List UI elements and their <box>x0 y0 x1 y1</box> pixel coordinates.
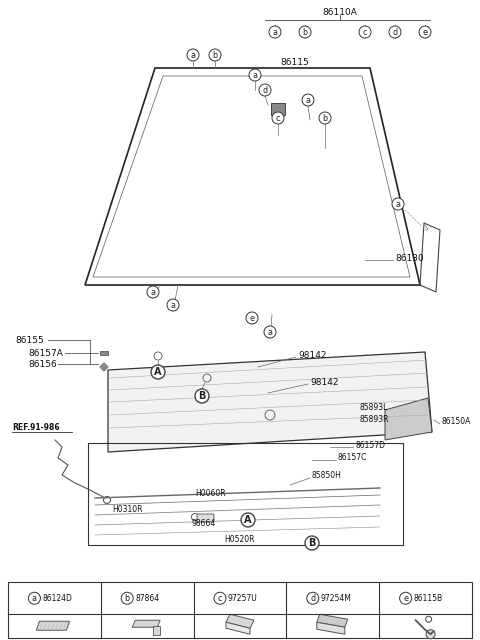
Circle shape <box>272 112 284 124</box>
FancyBboxPatch shape <box>100 351 108 355</box>
FancyBboxPatch shape <box>271 103 285 115</box>
Text: a: a <box>267 328 273 337</box>
Text: 85850H: 85850H <box>312 472 342 481</box>
Circle shape <box>305 536 319 550</box>
Text: B: B <box>198 391 206 401</box>
Text: a: a <box>252 70 257 79</box>
Text: 85893L: 85893L <box>360 403 388 413</box>
Circle shape <box>259 84 271 96</box>
Text: 86130: 86130 <box>395 253 424 262</box>
Circle shape <box>187 49 199 61</box>
Text: H0060R: H0060R <box>195 490 226 499</box>
Circle shape <box>392 198 404 210</box>
Text: a: a <box>32 594 37 603</box>
Circle shape <box>151 365 165 379</box>
Circle shape <box>246 312 258 324</box>
Circle shape <box>359 26 371 38</box>
Text: 86155: 86155 <box>15 335 44 344</box>
Text: d: d <box>310 594 315 603</box>
Circle shape <box>302 94 314 106</box>
Text: e: e <box>403 594 408 603</box>
Circle shape <box>249 69 261 81</box>
Text: 86156: 86156 <box>28 360 57 369</box>
Text: a: a <box>191 51 195 60</box>
Text: 97254M: 97254M <box>321 594 352 603</box>
Circle shape <box>307 592 319 604</box>
Circle shape <box>426 630 435 639</box>
Polygon shape <box>36 621 70 630</box>
Text: d: d <box>263 86 267 95</box>
Bar <box>88 443 403 545</box>
Polygon shape <box>317 614 348 627</box>
Text: b: b <box>125 594 130 603</box>
Text: 86157D: 86157D <box>355 440 385 449</box>
Circle shape <box>241 513 255 527</box>
Circle shape <box>28 592 40 604</box>
Text: B: B <box>308 538 316 548</box>
Circle shape <box>167 299 179 311</box>
Circle shape <box>195 389 209 403</box>
Text: 86157C: 86157C <box>338 454 367 463</box>
Circle shape <box>269 26 281 38</box>
Text: e: e <box>250 314 254 323</box>
Text: c: c <box>218 594 222 603</box>
Circle shape <box>299 26 311 38</box>
Polygon shape <box>226 622 250 634</box>
Text: d: d <box>393 28 397 36</box>
Text: a: a <box>170 301 176 310</box>
FancyBboxPatch shape <box>197 514 214 522</box>
Circle shape <box>399 592 411 604</box>
FancyBboxPatch shape <box>153 626 160 636</box>
Text: 86150A: 86150A <box>442 417 471 426</box>
Polygon shape <box>100 363 108 371</box>
Text: a: a <box>151 287 156 296</box>
Polygon shape <box>317 622 345 634</box>
Text: 86124D: 86124D <box>42 594 72 603</box>
Text: c: c <box>276 113 280 122</box>
Text: a: a <box>396 200 400 209</box>
Text: 86110A: 86110A <box>323 8 358 17</box>
Circle shape <box>121 592 133 604</box>
Circle shape <box>147 286 159 298</box>
Circle shape <box>214 592 226 604</box>
Circle shape <box>319 112 331 124</box>
Text: 86115: 86115 <box>280 58 309 67</box>
Text: 87864: 87864 <box>135 594 159 603</box>
Text: a: a <box>273 28 277 36</box>
Circle shape <box>264 326 276 338</box>
Text: c: c <box>363 28 367 36</box>
Polygon shape <box>132 620 160 627</box>
Text: 97257U: 97257U <box>228 594 258 603</box>
Text: a: a <box>305 95 311 104</box>
Text: 98142: 98142 <box>310 378 338 387</box>
Circle shape <box>419 26 431 38</box>
Polygon shape <box>226 614 254 628</box>
Circle shape <box>389 26 401 38</box>
Text: REF.91-986: REF.91-986 <box>12 424 60 433</box>
Polygon shape <box>108 352 432 452</box>
Text: 98142: 98142 <box>298 351 326 360</box>
Circle shape <box>209 49 221 61</box>
Bar <box>8 582 472 638</box>
Text: 85893R: 85893R <box>360 415 389 424</box>
Text: b: b <box>213 51 217 60</box>
Polygon shape <box>385 398 432 440</box>
Text: b: b <box>302 28 308 36</box>
Text: b: b <box>323 113 327 122</box>
Text: e: e <box>422 28 428 36</box>
Text: A: A <box>154 367 162 377</box>
Text: A: A <box>244 515 252 525</box>
Text: 98664: 98664 <box>192 518 216 527</box>
Text: 86115B: 86115B <box>414 594 443 603</box>
Text: H0520R: H0520R <box>224 536 254 545</box>
Text: 86157A: 86157A <box>28 349 63 358</box>
Text: H0310R: H0310R <box>112 506 143 515</box>
